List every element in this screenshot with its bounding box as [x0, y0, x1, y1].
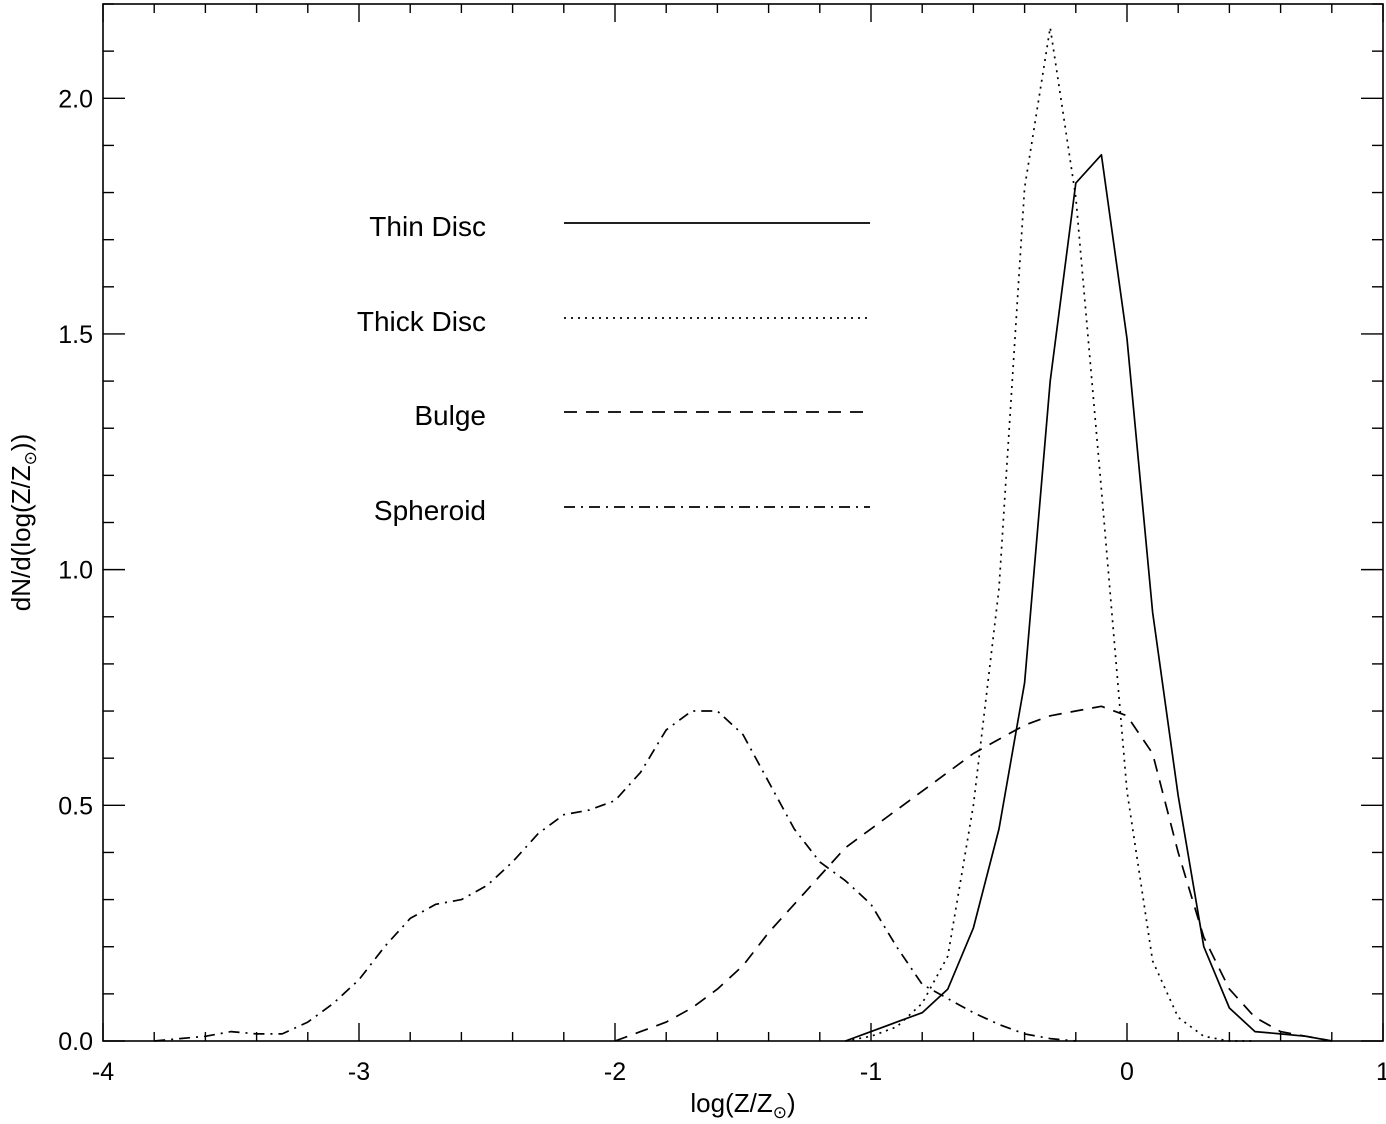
y-tick-label: 1.5 [58, 321, 93, 349]
y-axis-title: dN/d(log(Z/Z⊙)) [6, 434, 40, 612]
y-tick-label: 0.5 [58, 792, 93, 820]
legend-label-bulge: Bulge [414, 400, 486, 431]
y-tick-label: 2.0 [58, 85, 93, 113]
x-tick-label: -1 [860, 1058, 882, 1086]
series-layer [154, 26, 1332, 1042]
series-line-bulge [614, 705, 1332, 1042]
legend-label-thick-disc: Thick Disc [357, 306, 486, 337]
legend-label-thin-disc: Thin Disc [369, 211, 486, 242]
x-tick-label: -2 [604, 1058, 626, 1086]
y-axis-title-close: )) [6, 434, 36, 451]
x-axis-title-sub: ⊙ [773, 1103, 787, 1122]
x-axis-ticks: -4 -3 -2 -1 0 1 [92, 4, 1386, 1086]
legend-label-spheroid: Spheroid [374, 495, 486, 526]
y-axis-title-main: dN/d(log(Z/Z [6, 465, 36, 611]
plot-frame [102, 3, 1384, 1042]
y-tick-label: 1.0 [58, 557, 93, 585]
x-tick-label: -3 [348, 1058, 370, 1086]
x-tick-label: -4 [92, 1058, 114, 1086]
y-tick-label: 0.0 [58, 1028, 93, 1056]
x-tick-label: 0 [1120, 1058, 1134, 1086]
series-line-spheroid [154, 710, 1076, 1042]
x-axis-title: log(Z/Z⊙) [690, 1088, 795, 1122]
x-axis-title-close: ) [787, 1088, 796, 1118]
x-axis-title-main: log(Z/Z [690, 1088, 772, 1118]
legend: Thin Disc Thick Disc Bulge Spheroid [357, 211, 870, 526]
y-axis-title-sub: ⊙ [21, 451, 40, 465]
series-line-thin-disc [845, 153, 1332, 1042]
x-tick-label: 1 [1376, 1058, 1386, 1086]
y-axis-ticks: 0.0 0.5 1.0 1.5 2.0 [58, 3, 1383, 1056]
